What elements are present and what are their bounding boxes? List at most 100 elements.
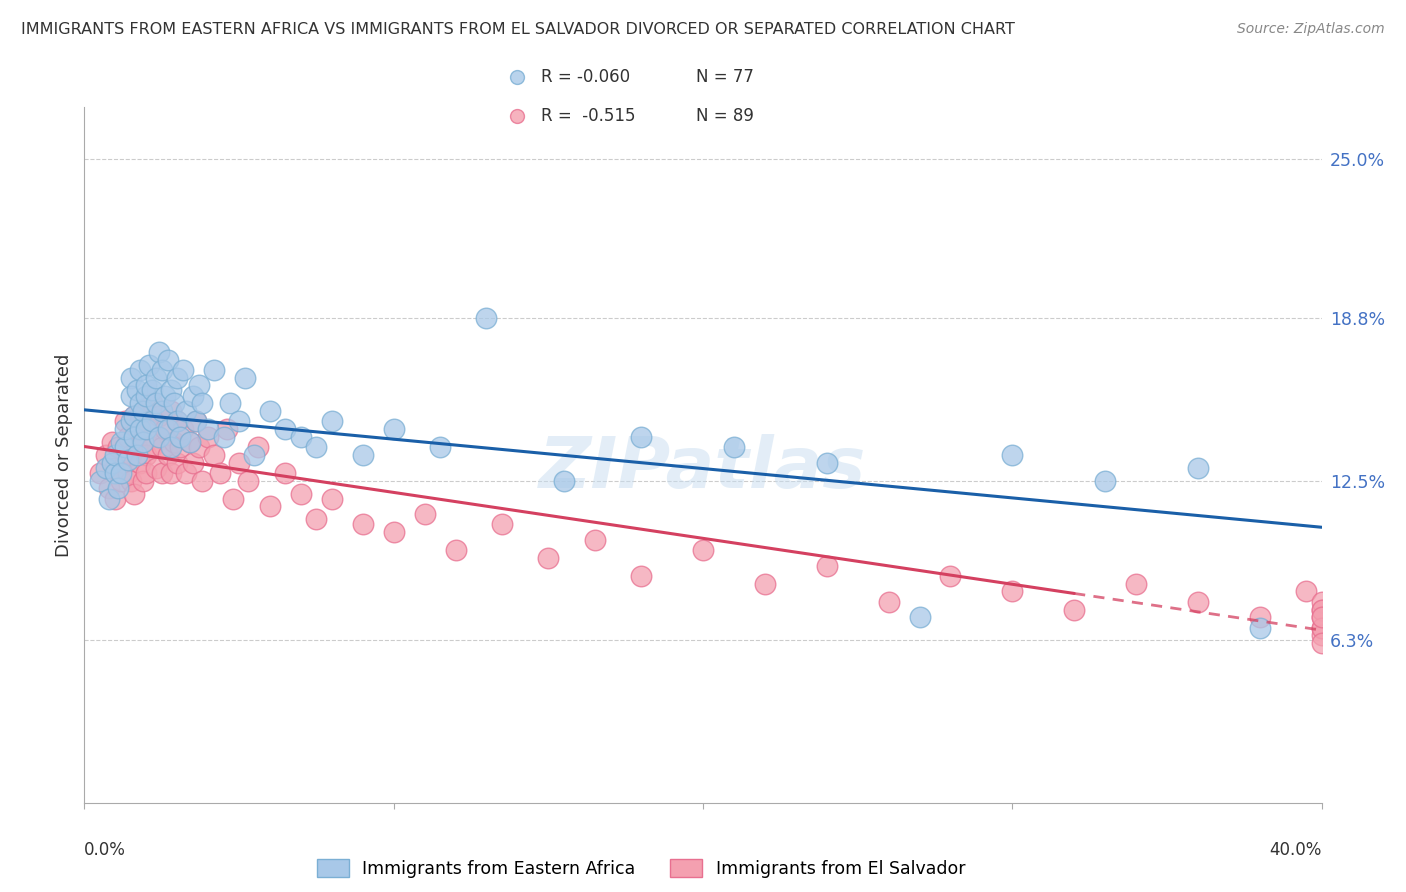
Point <box>1310 602 1333 616</box>
Point <box>104 466 127 480</box>
Point <box>815 558 838 573</box>
Point <box>150 363 173 377</box>
Point <box>120 474 142 488</box>
Point <box>630 569 652 583</box>
Point <box>94 448 117 462</box>
Point <box>129 456 152 470</box>
Point <box>179 435 201 450</box>
Point <box>122 409 145 424</box>
Point <box>148 430 170 444</box>
Point <box>117 466 139 480</box>
Point <box>209 466 232 480</box>
Legend: Immigrants from Eastern Africa, Immigrants from El Salvador: Immigrants from Eastern Africa, Immigran… <box>318 859 965 878</box>
Point <box>166 370 188 384</box>
Point <box>129 414 152 428</box>
Point <box>444 543 467 558</box>
Point <box>163 435 186 450</box>
Text: ZIPatlas: ZIPatlas <box>540 434 866 503</box>
Point <box>150 404 173 418</box>
Y-axis label: Divorced or Separated: Divorced or Separated <box>55 353 73 557</box>
Point <box>1249 621 1271 635</box>
Point <box>114 414 136 428</box>
Point <box>352 517 374 532</box>
Point <box>692 543 714 558</box>
Point <box>98 491 121 506</box>
Point <box>305 440 328 454</box>
Point <box>1094 474 1116 488</box>
Point <box>135 448 157 462</box>
Point <box>135 378 157 392</box>
Point <box>197 422 219 436</box>
Point <box>305 512 328 526</box>
Point <box>148 409 170 424</box>
Point <box>160 466 183 480</box>
Point <box>145 460 167 475</box>
Point <box>429 440 451 454</box>
Point <box>101 435 124 450</box>
Point <box>125 440 148 454</box>
Point <box>169 430 191 444</box>
Point <box>153 389 176 403</box>
Point <box>104 491 127 506</box>
Point <box>89 474 111 488</box>
Point <box>160 384 183 398</box>
Point <box>125 384 148 398</box>
Point <box>176 404 198 418</box>
Point <box>122 430 145 444</box>
Text: N = 77: N = 77 <box>696 69 754 87</box>
Point <box>352 448 374 462</box>
Point <box>129 396 152 410</box>
Point <box>197 430 219 444</box>
Point <box>1310 602 1333 616</box>
Point <box>228 414 250 428</box>
Point <box>908 610 931 624</box>
Point <box>537 551 560 566</box>
Point <box>166 456 188 470</box>
Point <box>187 440 209 454</box>
Point <box>191 396 214 410</box>
Point <box>238 474 260 488</box>
Point <box>172 422 194 436</box>
Point <box>160 404 183 418</box>
Point <box>153 422 176 436</box>
Point <box>553 474 575 488</box>
Point <box>181 456 204 470</box>
Point <box>506 70 529 85</box>
Point <box>1310 595 1333 609</box>
Point <box>274 466 297 480</box>
Point <box>129 422 152 436</box>
Point <box>132 435 155 450</box>
Text: 0.0%: 0.0% <box>84 841 127 859</box>
Point <box>120 414 142 428</box>
Point <box>138 358 160 372</box>
Point <box>169 440 191 454</box>
Point <box>243 448 266 462</box>
Point <box>135 404 157 418</box>
Point <box>1310 636 1333 650</box>
Point <box>107 440 129 454</box>
Point <box>290 486 312 500</box>
Point <box>160 440 183 454</box>
Text: IMMIGRANTS FROM EASTERN AFRICA VS IMMIGRANTS FROM EL SALVADOR DIVORCED OR SEPARA: IMMIGRANTS FROM EASTERN AFRICA VS IMMIGR… <box>21 22 1015 37</box>
Point <box>166 414 188 428</box>
Point <box>321 491 343 506</box>
Point <box>138 422 160 436</box>
Point <box>382 525 405 540</box>
Point <box>141 384 163 398</box>
Point <box>135 389 157 403</box>
Point <box>1310 621 1333 635</box>
Point <box>120 448 142 462</box>
Point <box>815 456 838 470</box>
Point <box>117 430 139 444</box>
Point <box>148 344 170 359</box>
Point <box>98 482 121 496</box>
Point <box>259 404 281 418</box>
Point <box>172 363 194 377</box>
Point <box>89 466 111 480</box>
Point <box>506 109 529 123</box>
Point <box>187 378 209 392</box>
Point <box>150 466 173 480</box>
Point <box>181 389 204 403</box>
Point <box>215 422 238 436</box>
Text: R =  -0.515: R = -0.515 <box>541 107 636 125</box>
